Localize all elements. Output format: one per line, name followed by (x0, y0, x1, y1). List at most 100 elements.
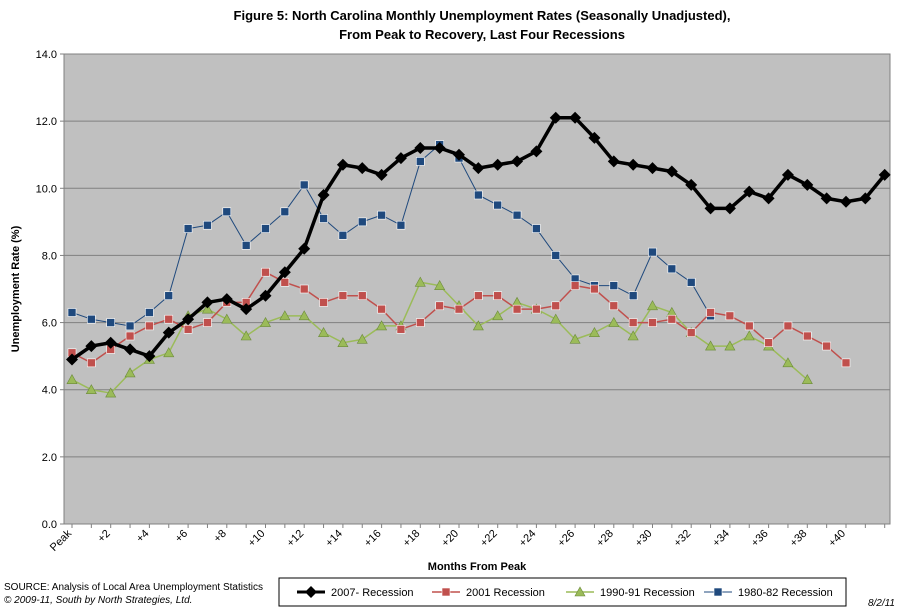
series-1-point-15 (357, 291, 367, 301)
series-0-point-10 (259, 289, 272, 302)
series-2-point-33 (705, 340, 717, 351)
series-0-point-42 (878, 168, 891, 181)
series-1-point-10 (261, 267, 270, 277)
series-1 (67, 267, 851, 368)
legend-swatch-marker-2 (574, 586, 586, 597)
series-0-point-2 (104, 336, 117, 349)
legend-swatch-marker-1 (441, 587, 451, 597)
series-3-point-24 (532, 224, 541, 233)
x-tick-label-9: +18 (401, 528, 423, 550)
series-0-point-31 (665, 165, 678, 178)
x-axis-title: Months From Peak (428, 561, 527, 573)
chart-title-line-2: From Peak to Recovery, Last Four Recessi… (339, 27, 625, 42)
series-0-point-23 (511, 155, 524, 168)
series-2-point-30 (646, 300, 659, 311)
series-1-point-16 (377, 304, 386, 314)
series-3-point-8 (222, 207, 232, 217)
series-1-point-1 (87, 358, 96, 368)
series-2-point-2 (105, 387, 117, 398)
legend: 2007- Recession 2001 Recession 1990-91 Rec… (297, 586, 833, 599)
series-3-point-11 (280, 207, 290, 217)
series-2-point-8 (221, 313, 233, 324)
series-1-point-25 (551, 301, 561, 311)
series-1-point-12 (299, 284, 309, 294)
series-1-point-18 (415, 318, 425, 327)
chart-title-line-1: Figure 5: North Carolina Monthly Unemplo… (234, 8, 731, 23)
series-1-point-24 (532, 304, 541, 314)
x-tick-label-1: +2 (95, 528, 112, 545)
series-3-point-32 (686, 277, 696, 287)
series-3-point-15 (357, 217, 367, 227)
series-2-point-38 (801, 374, 813, 384)
series-3-point-30 (648, 247, 657, 257)
series-1-point-20 (454, 304, 464, 314)
series-0-point-4 (143, 350, 156, 363)
series-0-point-29 (627, 158, 640, 171)
series-2 (66, 276, 813, 398)
y-tick-label-3: 6.0 (42, 318, 57, 330)
legend-label-2: 1990-91 Recession (600, 587, 695, 599)
series-1-point-7 (203, 318, 212, 327)
series-0-point-16 (375, 168, 388, 181)
series-1-point-40 (841, 358, 851, 368)
series-0-point-13 (317, 189, 330, 201)
date-note: 8/2/11 (868, 598, 895, 609)
series-3-point-14 (338, 230, 348, 240)
series-layer (66, 111, 891, 398)
x-tick-label-18: +36 (749, 528, 771, 550)
series-2-point-26 (569, 333, 581, 344)
series-0-point-20 (453, 148, 465, 161)
series-2-point-13 (318, 327, 330, 337)
series-2-point-21 (472, 320, 484, 331)
series-0-point-27 (588, 131, 601, 144)
series-0-point-3 (124, 343, 137, 356)
series-0-point-21 (472, 162, 485, 175)
legend-item-1: 2001 Recession (432, 587, 545, 599)
series-3-point-31 (667, 264, 677, 274)
series-2-point-1 (85, 384, 97, 395)
series-2-point-22 (492, 310, 504, 321)
series-3-point-4 (145, 308, 154, 317)
series-0-point-33 (704, 202, 717, 215)
series-1-point-31 (667, 314, 677, 324)
series-0-point-0 (66, 353, 78, 366)
series-2-point-3 (124, 367, 136, 378)
y-axis-ticks: 0.0 2.0 4.0 6.0 8.0 10.0 12.0 14.0 (36, 49, 64, 531)
series-1-point-29 (628, 318, 638, 327)
series-3-point-7 (203, 220, 212, 230)
series-2-point-9 (240, 330, 252, 341)
series-1-point-26 (570, 281, 580, 290)
series-2-point-10 (259, 316, 272, 327)
x-tick-label-0: Peak (48, 527, 75, 554)
series-3-point-28 (609, 281, 619, 290)
series-3-point-0 (67, 308, 77, 317)
series-3-point-9 (241, 241, 251, 250)
series-0 (66, 111, 891, 366)
series-0-point-8 (220, 293, 233, 306)
series-3-point-17 (396, 220, 406, 230)
y-tick-label-5: 10.0 (36, 183, 57, 195)
legend-swatch-marker-3 (713, 587, 723, 597)
series-1-point-30 (648, 318, 657, 327)
legend-label-3: 1980-82 Recession (738, 587, 833, 599)
x-tick-label-10: +20 (439, 528, 461, 550)
series-2-point-19 (434, 280, 446, 290)
y-tick-label-7: 14.0 (36, 49, 57, 61)
series-0-point-26 (569, 111, 582, 124)
series-3-point-29 (628, 291, 638, 301)
series-3-point-21 (474, 190, 483, 200)
series-0-point-30 (646, 162, 659, 175)
series-0-point-37 (781, 168, 794, 181)
series-3-point-3 (125, 321, 135, 331)
legend-label-0: 2007- Recession (331, 587, 414, 599)
series-1-point-37 (783, 321, 793, 331)
series-2-point-14 (337, 337, 349, 348)
x-tick-label-8: +16 (362, 528, 384, 550)
series-2-point-7 (201, 303, 213, 314)
series-0-point-41 (859, 192, 872, 205)
y-tick-label-4: 8.0 (42, 250, 57, 262)
series-3-line (71, 144, 711, 327)
series-2-point-34 (724, 340, 736, 351)
series-3-point-25 (551, 251, 561, 260)
series-1-point-11 (280, 277, 290, 287)
